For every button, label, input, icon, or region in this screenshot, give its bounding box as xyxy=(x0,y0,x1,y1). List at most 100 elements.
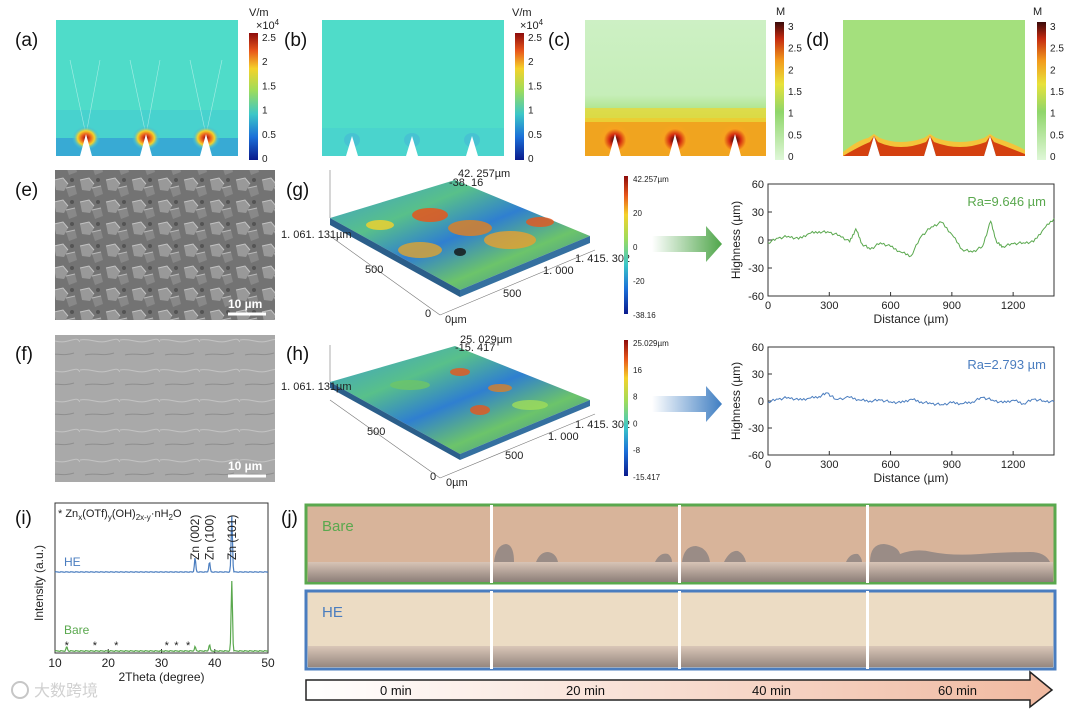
x-tick-label: 20 xyxy=(102,656,116,670)
colorbar-tick-label: 2 xyxy=(788,65,794,76)
peak-label: Zn (101) xyxy=(225,515,239,560)
colorbar-d: M xyxy=(1033,6,1046,160)
x-tick-label: 0 xyxy=(765,459,771,471)
x-tick-label: 0 xyxy=(765,300,771,312)
surface-top-label-h: 25. 029µm xyxy=(460,334,512,346)
x-tick-label: 300 xyxy=(820,300,838,312)
series-label-he: HE xyxy=(64,555,81,569)
y-tick-label: 30 xyxy=(752,369,764,381)
he-label: HE xyxy=(322,604,343,621)
colorbar-tick-label: 1 xyxy=(528,106,534,117)
field-map-a xyxy=(56,20,238,158)
panel-label-a: (a) xyxy=(15,30,38,51)
watermark-logo-icon xyxy=(11,681,29,699)
surface-x-tick-h: 500 xyxy=(505,450,523,462)
y-tick-label: -30 xyxy=(748,263,764,275)
surface-y-tick-h: 500 xyxy=(367,426,385,438)
surface-y-tick-g: 500 xyxy=(365,264,383,276)
colorbar-tick-label: 0 xyxy=(528,154,534,165)
byproduct-star: * xyxy=(114,640,119,652)
y-tick-label: 60 xyxy=(752,342,764,354)
colorbar-tick-label: 2.5 xyxy=(528,33,542,44)
xrd-trace xyxy=(54,580,269,653)
time-arrow: 0 min 20 min 40 min 60 min xyxy=(305,670,1054,709)
colorbar-unit: M xyxy=(1033,6,1042,18)
surface-origin-h: 0µm xyxy=(446,477,468,489)
colorbar-a: V/m ×104 xyxy=(249,7,280,160)
y-tick-label: -30 xyxy=(748,423,764,435)
colorbar-tick-label: 2.5 xyxy=(262,33,276,44)
profile-line xyxy=(767,218,1055,258)
colorbar-tick-label: 1.5 xyxy=(1050,87,1064,98)
colorbar-tick-label: 0 xyxy=(788,152,794,163)
colorbar-ticks-a: 2.5 2 1.5 1 0.5 0 xyxy=(262,33,276,165)
scale-label-f: 10 µm xyxy=(228,459,262,473)
colorbar-tick-label: 3 xyxy=(1050,22,1056,33)
time-label: 20 min xyxy=(566,683,605,698)
colorbar-ticks-h: 25.029µm 16 8 0 -8 -15.417 xyxy=(633,339,669,482)
surface-x-end-h: 1. 415. 302 xyxy=(575,419,630,431)
colorbar-tick-label: 0 xyxy=(633,419,638,428)
colorbar-h xyxy=(624,340,628,476)
colorbar-tick-label: 1 xyxy=(262,106,268,117)
y-tick-label: 0 xyxy=(758,396,764,408)
y-tick-label: -60 xyxy=(748,291,764,303)
colorbar-tick-label: 2 xyxy=(1050,65,1056,76)
byproduct-star: * xyxy=(174,640,179,652)
colorbar-tick-label: 0.5 xyxy=(1050,130,1064,141)
roughness-annotation: Ra=9.646 µm xyxy=(967,194,1046,209)
xrd-chart: 10 20 30 40 50 2Theta (degree) Intensity (a.u.… xyxy=(32,502,275,684)
byproduct-star: * xyxy=(65,640,70,652)
colorbar-tick-label: 3 xyxy=(788,22,794,33)
colorbar-tick-label: 42.257µm xyxy=(633,175,669,184)
colorbar-tick-label: 0.5 xyxy=(262,130,276,141)
colorbar-ticks-b: 2.5 2 1.5 1 0.5 0 xyxy=(528,33,542,165)
surface-x-tick-g: 1. 000 xyxy=(543,265,574,277)
colorbar-unit: M xyxy=(776,6,785,18)
x-tick-label: 600 xyxy=(881,459,899,471)
colorbar-ticks-g: 42.257µm 20 0 -20 -38.16 xyxy=(633,175,669,320)
time-label: 0 min xyxy=(380,683,412,698)
colorbar-unit: V/m xyxy=(512,7,532,19)
y-tick-label: 0 xyxy=(758,235,764,247)
surface-3d-h xyxy=(329,345,596,479)
surface-y-end-h: 1. 061. 131µm xyxy=(281,381,352,393)
roughness-annotation: Ra=2.793 µm xyxy=(967,357,1046,372)
concentration-map-d xyxy=(843,20,1025,158)
scale-label-e: 10 µm xyxy=(228,297,262,311)
bare-label: Bare xyxy=(322,518,354,535)
x-axis-label: Distance (µm) xyxy=(874,471,949,485)
arrow-right-icon xyxy=(652,226,722,262)
y-axis-label: Highness (µm) xyxy=(729,362,743,440)
time-label: 40 min xyxy=(752,683,791,698)
colorbar-tick-label: 0.5 xyxy=(788,130,802,141)
colorbar-g xyxy=(624,176,628,314)
colorbar-tick-label: 0 xyxy=(262,154,268,165)
colorbar-tick-label: -38.16 xyxy=(633,311,656,320)
panel-label-c: (c) xyxy=(548,30,570,51)
x-axis-label: 2Theta (degree) xyxy=(118,670,204,684)
y-axis-label: Highness (µm) xyxy=(729,201,743,279)
y-tick-label: -60 xyxy=(748,450,764,462)
peak-label: Zn (100) xyxy=(202,515,216,560)
watermark-text: 大数跨境 xyxy=(34,681,98,700)
byproduct-star: * xyxy=(186,640,191,652)
byproduct-note: * Znx(OTf)y(OH)2x-y·nH2O xyxy=(58,508,182,522)
x-tick-label: 600 xyxy=(881,300,899,312)
surface-x-tick-g: 500 xyxy=(503,288,521,300)
colorbar-tick-label: 2.5 xyxy=(1050,44,1064,55)
colorbar-tick-label: -20 xyxy=(633,277,645,286)
panel-label-g: (g) xyxy=(286,180,309,201)
colorbar-tick-label: 16 xyxy=(633,366,642,375)
x-tick-label: 50 xyxy=(261,656,275,670)
surface-3d-g xyxy=(329,170,596,316)
colorbar-tick-label: 2.5 xyxy=(788,44,802,55)
x-axis-label: Distance (µm) xyxy=(874,312,949,326)
x-tick-label: 40 xyxy=(208,656,222,670)
y-axis-label: Intensity (a.u.) xyxy=(32,545,46,621)
watermark: 大数跨境 xyxy=(11,681,98,700)
surface-y-tick-h: 0 xyxy=(430,471,436,483)
panel-label-b: (b) xyxy=(284,30,307,51)
colorbar-tick-label: 1 xyxy=(788,109,794,120)
